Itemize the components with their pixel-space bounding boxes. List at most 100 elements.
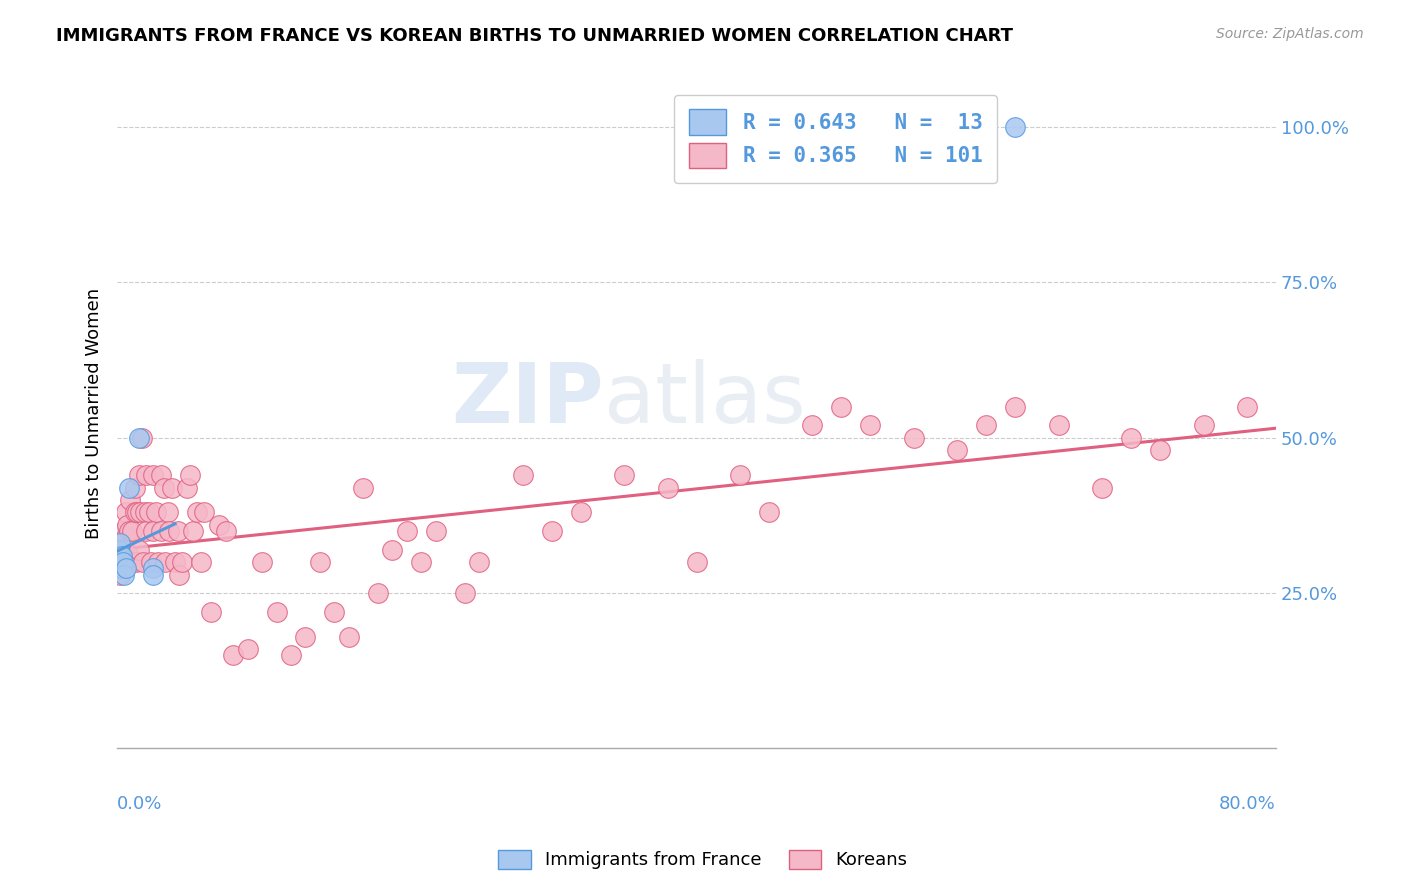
Point — [128, 431, 150, 445]
Point — [110, 536, 132, 550]
Point — [111, 555, 134, 569]
Point — [135, 468, 157, 483]
Point — [569, 505, 592, 519]
Point — [1091, 481, 1114, 495]
Point — [107, 542, 129, 557]
Point — [111, 542, 134, 557]
Point — [132, 555, 155, 569]
Point — [118, 481, 141, 495]
Point — [167, 524, 190, 538]
Point — [115, 561, 138, 575]
Legend: Immigrants from France, Koreans: Immigrants from France, Koreans — [489, 841, 917, 879]
Text: Source: ZipAtlas.com: Source: ZipAtlas.com — [1216, 27, 1364, 41]
Point — [129, 505, 152, 519]
Point — [152, 481, 174, 495]
Point — [135, 524, 157, 538]
Point — [352, 481, 374, 495]
Point — [142, 567, 165, 582]
Point — [728, 468, 751, 483]
Point — [323, 605, 346, 619]
Text: 80.0%: 80.0% — [1219, 796, 1277, 814]
Point — [1004, 120, 1026, 135]
Point — [1047, 418, 1070, 433]
Point — [411, 555, 433, 569]
Point — [236, 642, 259, 657]
Point — [1236, 400, 1258, 414]
Point — [110, 561, 132, 575]
Point — [149, 468, 172, 483]
Point — [381, 542, 404, 557]
Point — [111, 555, 134, 569]
Point — [120, 492, 142, 507]
Point — [110, 549, 132, 563]
Y-axis label: Births to Unmarried Women: Births to Unmarried Women — [86, 287, 103, 539]
Point — [114, 536, 136, 550]
Point — [181, 524, 204, 538]
Legend: R = 0.643   N =  13, R = 0.365   N = 101: R = 0.643 N = 13, R = 0.365 N = 101 — [673, 95, 997, 183]
Point — [114, 524, 136, 538]
Text: atlas: atlas — [603, 359, 806, 440]
Point — [117, 517, 139, 532]
Point — [115, 505, 138, 519]
Point — [946, 443, 969, 458]
Point — [425, 524, 447, 538]
Point — [169, 567, 191, 582]
Point — [186, 505, 208, 519]
Point — [222, 648, 245, 663]
Point — [108, 536, 131, 550]
Point — [114, 567, 136, 582]
Point — [146, 555, 169, 569]
Point — [108, 542, 131, 557]
Point — [117, 555, 139, 569]
Point — [107, 555, 129, 569]
Point — [540, 524, 562, 538]
Point — [179, 468, 201, 483]
Point — [145, 505, 167, 519]
Point — [108, 555, 131, 569]
Point — [108, 549, 131, 563]
Point — [125, 555, 148, 569]
Point — [124, 505, 146, 519]
Point — [758, 505, 780, 519]
Point — [200, 605, 222, 619]
Point — [395, 524, 418, 538]
Point — [160, 481, 183, 495]
Point — [215, 524, 238, 538]
Point — [134, 505, 156, 519]
Point — [512, 468, 534, 483]
Point — [110, 555, 132, 569]
Point — [149, 524, 172, 538]
Point — [142, 561, 165, 575]
Point — [974, 418, 997, 433]
Point — [468, 555, 491, 569]
Point — [118, 524, 141, 538]
Point — [367, 586, 389, 600]
Point — [1119, 431, 1142, 445]
Point — [1192, 418, 1215, 433]
Point — [127, 505, 149, 519]
Point — [114, 555, 136, 569]
Point — [139, 555, 162, 569]
Point — [128, 468, 150, 483]
Point — [266, 605, 288, 619]
Point — [1149, 443, 1171, 458]
Point — [156, 505, 179, 519]
Point — [685, 555, 707, 569]
Point — [128, 542, 150, 557]
Point — [657, 481, 679, 495]
Text: ZIP: ZIP — [451, 359, 603, 440]
Point — [176, 481, 198, 495]
Point — [121, 524, 143, 538]
Point — [121, 555, 143, 569]
Point — [124, 481, 146, 495]
Point — [830, 400, 852, 414]
Point — [309, 555, 332, 569]
Point — [859, 418, 882, 433]
Point — [193, 505, 215, 519]
Text: IMMIGRANTS FROM FRANCE VS KOREAN BIRTHS TO UNMARRIED WOMEN CORRELATION CHART: IMMIGRANTS FROM FRANCE VS KOREAN BIRTHS … — [56, 27, 1014, 45]
Text: 0.0%: 0.0% — [117, 796, 163, 814]
Point — [280, 648, 302, 663]
Point — [1004, 400, 1026, 414]
Point — [108, 567, 131, 582]
Point — [107, 549, 129, 563]
